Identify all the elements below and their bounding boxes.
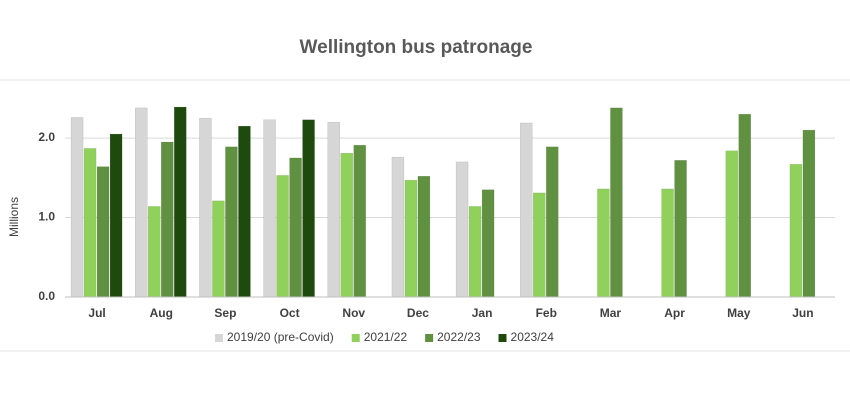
bar [70,117,84,298]
x-tick-label: Jun [792,306,813,320]
bar [212,200,225,298]
bar [597,188,610,298]
legend-swatch [498,334,507,342]
bar [109,133,123,298]
bar [353,144,366,298]
bar [725,150,738,298]
bar [263,119,276,298]
chart-title: Wellington bus patronage [300,37,533,58]
x-tick-label: Nov [342,306,365,320]
bar [340,152,353,298]
bar [289,157,302,298]
x-tick-label: Jul [88,306,105,320]
bar [546,146,559,298]
bar [148,206,161,298]
bar [738,113,751,298]
x-tick-label: Feb [536,306,557,320]
bar [417,175,431,298]
bar [135,107,148,298]
legend-swatch [425,334,434,342]
bar [468,206,482,298]
bar [302,119,315,298]
y-tick-label: 0.0 [38,289,55,303]
bar [83,148,97,298]
bar [789,164,803,298]
bar [238,125,251,298]
bar [96,166,110,298]
bar [161,141,174,298]
x-tick-label: Apr [664,306,685,320]
legend-label: 2022/23 [437,330,481,344]
y-axis-label: Millions [7,197,21,237]
bar [174,106,187,298]
y-tick-label: 2.0 [38,130,55,144]
y-tick-label: 1.0 [38,210,55,224]
bar [481,189,495,298]
bar [802,129,816,298]
bar [661,188,674,298]
bar [404,179,418,298]
bar [391,156,405,298]
x-tick-label: Mar [600,306,622,320]
x-tick-label: Aug [150,306,173,320]
legend-swatch [351,334,360,342]
bar [199,117,212,298]
bar [225,146,238,298]
bar [674,160,687,298]
bar [327,121,340,298]
legend-label: 2021/22 [364,330,408,344]
bar [533,192,546,298]
x-tick-label: Sep [214,306,236,320]
legend-swatch [215,334,223,342]
x-tick-label: Jan [472,306,493,320]
bar [455,161,469,298]
legend-label: 2019/20 (pre-Covid) [227,330,334,344]
x-tick-label: Dec [407,306,429,320]
legend-label: 2023/24 [511,330,555,344]
bar [276,175,289,298]
x-tick-label: Oct [280,306,300,320]
bar [610,107,623,298]
x-tick-label: May [727,306,751,320]
bar [520,122,533,298]
